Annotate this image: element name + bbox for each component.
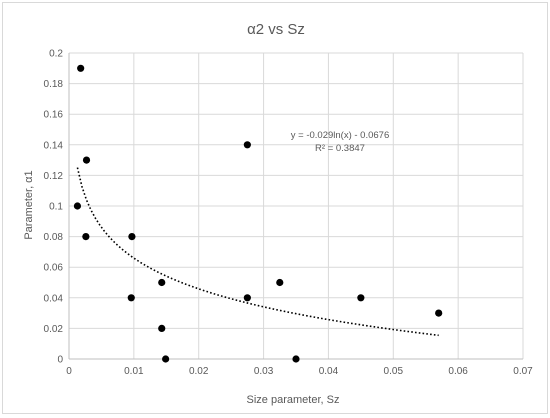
data-point: [162, 355, 170, 363]
data-point: [243, 141, 251, 149]
data-point: [243, 294, 251, 302]
x-tick-label: 0.07: [513, 366, 533, 377]
scatter-chart: α2 vs Sz 0 0.01 0.02 0.03 0.04 0.05 0.06 0.0700…: [23, 21, 534, 406]
data-point: [435, 309, 443, 317]
x-tick-label: 0.02: [189, 366, 209, 377]
y-tick-label: 0.12: [44, 171, 64, 182]
data-point: [357, 294, 365, 302]
data-point: [127, 294, 135, 302]
y-tick-label: 0.06: [44, 263, 64, 274]
y-tick-label: 0.2: [49, 49, 63, 60]
data-point: [158, 278, 166, 287]
trendline-r-squared: R² = 0.3847: [315, 143, 365, 154]
data-point: [292, 355, 300, 363]
y-axis-title: Parameter, α1: [23, 170, 35, 239]
x-tick-label: 0: [66, 366, 72, 377]
chart-container: α2 vs Sz 0 0.01 0.02 0.03 0.04 0.05 0.06 0.07 0 0…: [2, 2, 548, 414]
y-tick-label: 0.08: [44, 232, 64, 243]
data-point: [276, 278, 284, 287]
y-tick-label: 0.18: [44, 79, 64, 90]
x-tick-label: 0.04: [319, 366, 339, 377]
y-tick-label: 0.1: [49, 202, 63, 213]
chart-title: α2 vs Sz: [247, 21, 305, 38]
data-point: [77, 64, 85, 72]
data-point: [82, 233, 90, 241]
data-point: [82, 156, 91, 164]
data-points: [73, 64, 443, 363]
trendline: [76, 167, 439, 337]
y-tick-label: 0.04: [44, 293, 64, 304]
y-tick-label: 0.02: [44, 324, 64, 335]
x-tick-label: 0.03: [254, 366, 274, 377]
data-point: [128, 233, 136, 241]
data-point: [158, 324, 166, 332]
y-tick-label: 0.16: [44, 110, 64, 121]
x-tick-label: 0.06: [448, 366, 468, 377]
y-tick-label: 0.14: [44, 140, 64, 151]
x-axis-title: Size parameter, Sz: [247, 394, 340, 406]
trendline-equation: y = -0.029ln(x) - 0.0676: [291, 130, 389, 141]
gridlines: [69, 52, 524, 359]
tick-labels: 0 0.01 0.02 0.03 0.04 0.05 0.06 0.07 0 0.02 0.04 0.…: [44, 49, 534, 378]
y-tick-label: 0: [57, 355, 63, 366]
x-tick-label: 0.05: [384, 366, 404, 377]
data-point: [73, 202, 82, 210]
x-tick-label: 0.01: [124, 366, 144, 377]
